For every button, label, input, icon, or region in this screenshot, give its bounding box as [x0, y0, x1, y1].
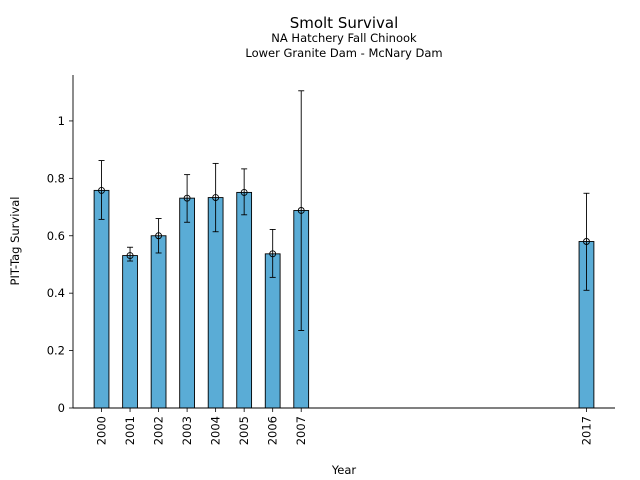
bar-2005	[236, 191, 253, 409]
point-marker-2004	[212, 194, 220, 202]
x-tick-label-2005: 2005	[237, 416, 251, 445]
x-tick-label-2002: 2002	[152, 416, 166, 445]
point-marker-2002	[155, 232, 163, 240]
x-tick-label-2004: 2004	[209, 416, 223, 445]
point-marker-2007	[297, 207, 305, 214]
y-tick-label-0: 0	[58, 401, 65, 415]
x-tick-label-2003: 2003	[180, 416, 194, 445]
y-tick-label-1: 1	[58, 114, 65, 128]
x-tick-label-2001: 2001	[123, 416, 137, 445]
x-tick-label-2006: 2006	[266, 416, 280, 445]
chart-subtitle-line-2: Lower Granite Dam - McNary Dam	[245, 46, 442, 60]
x-tick-label-2017: 2017	[579, 416, 593, 445]
point-marker-2003	[183, 194, 191, 202]
bar-2002	[150, 235, 167, 409]
x-tick-label-2007: 2007	[294, 416, 308, 445]
bar-2001	[122, 255, 138, 409]
y-tick-label-0.6: 0.6	[47, 229, 65, 243]
bar-2003	[179, 197, 195, 409]
point-marker-2001	[126, 252, 134, 260]
y-axis-label: PIT-Tag Survival	[8, 197, 22, 286]
y-tick-label-0.2: 0.2	[47, 344, 65, 358]
point-marker-2005	[240, 188, 248, 196]
chart-title: Smolt Survival	[290, 14, 399, 32]
y-tick-label-0.8: 0.8	[47, 171, 65, 185]
point-marker-2000	[98, 186, 105, 194]
x-tick-label-2000: 2000	[95, 416, 109, 445]
plot-area: 2000 2001 2002 2003 2004 2005 2006 2007 2017 0 0.2…	[47, 75, 615, 445]
point-marker-2006	[269, 250, 277, 258]
chart-subtitle-line-1: NA Hatchery Fall Chinook	[271, 31, 417, 45]
point-marker-2017	[583, 238, 590, 245]
bar-2000	[93, 189, 110, 409]
y-tick-label-0.4: 0.4	[47, 286, 65, 300]
x-axis-label: Year	[331, 463, 357, 477]
